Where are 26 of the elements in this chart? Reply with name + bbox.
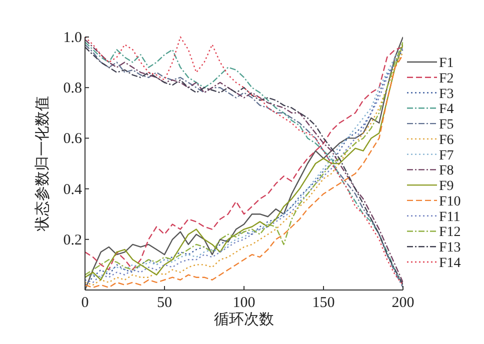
legend-label: F4 <box>439 102 454 118</box>
x-tick-label: 150 <box>312 295 335 311</box>
legend-label: F7 <box>439 148 454 164</box>
legend-label: F5 <box>439 118 454 133</box>
legend-label: F14 <box>439 256 461 271</box>
x-tick-label: 0 <box>81 295 89 311</box>
y-axis-title: 状态参数归一化数值 <box>34 96 51 232</box>
legend-label: F13 <box>439 240 461 256</box>
legend-label: F8 <box>439 164 454 179</box>
y-tick-label: 0.4 <box>63 182 82 198</box>
x-tick-label: 200 <box>392 295 414 311</box>
legend-label: F10 <box>439 194 461 210</box>
y-tick-label: 0.2 <box>63 232 82 248</box>
legend-label: F6 <box>439 132 454 148</box>
legend-label: F9 <box>439 179 454 194</box>
y-tick-label: 0.8 <box>63 80 82 97</box>
legend-label: F11 <box>439 210 460 225</box>
legend-label: F2 <box>439 71 454 86</box>
x-axis-title: 循环次数 <box>214 312 274 328</box>
y-tick-label: 1.0 <box>63 30 82 46</box>
y-tick-label: 0.6 <box>63 131 82 148</box>
legend-label: F1 <box>439 56 454 71</box>
legend-label: F12 <box>439 225 461 240</box>
legend-label: F3 <box>439 86 454 102</box>
x-tick-label: 50 <box>157 295 172 311</box>
x-tick-label: 100 <box>232 295 256 311</box>
